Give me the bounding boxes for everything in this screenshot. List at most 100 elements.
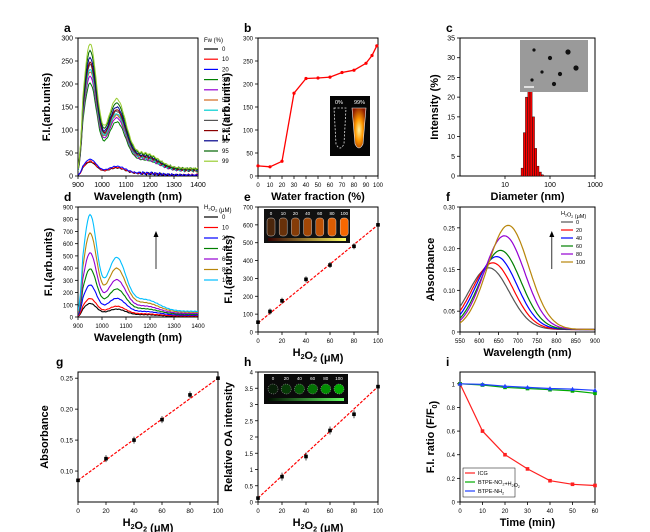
legend-label: 70 — [222, 118, 229, 124]
legend-label: 30 — [222, 78, 229, 84]
panel-label: i — [446, 355, 449, 369]
x-tick-label: 20 — [279, 509, 286, 515]
y-tick-label: 0 — [70, 316, 74, 322]
y-tick-label: 600 — [63, 242, 74, 248]
data-point — [376, 384, 380, 389]
nanoparticle — [573, 65, 579, 71]
panel-i: 0 10 20 30 40 50 60 0 0.2 0.4 0.6 0.8 1 Time (min) F.I… — [425, 355, 599, 529]
y-tick-label: 5 — [451, 154, 455, 161]
histogram-bar — [532, 116, 535, 177]
panel-label: b — [244, 21, 251, 35]
plot-frame — [77, 371, 219, 503]
panel-label: f — [446, 190, 451, 204]
x-tick-label: 1200 — [143, 324, 157, 330]
legend-label: 40 — [576, 236, 582, 242]
y-tick-label: 1.5 — [245, 452, 254, 458]
data-point — [304, 454, 308, 459]
data-point — [304, 277, 308, 282]
data-point — [160, 417, 164, 422]
histogram-bar — [541, 174, 544, 177]
x-tick-label: 1100 — [118, 182, 133, 189]
x-tick-label: 80 — [351, 339, 358, 345]
fit-line — [257, 386, 379, 499]
x-tick-label: 100 — [373, 509, 384, 515]
series-line — [78, 161, 198, 176]
x-tick-label: 40 — [303, 183, 310, 189]
nanoparticle — [547, 55, 553, 61]
data-point — [328, 263, 332, 267]
y-tick-label: 15 — [447, 114, 455, 121]
x-tick-label: 0 — [256, 509, 260, 515]
y-tick-label: 0 — [452, 331, 456, 337]
plot-frame — [257, 206, 379, 333]
x-axis-label: Diameter (nm) — [491, 191, 565, 203]
panel-label: a — [64, 21, 71, 35]
y-tick-label: 400 — [63, 267, 74, 273]
x-tick-label: 0 — [458, 509, 462, 515]
x-tick-label: 40 — [303, 339, 310, 345]
inset-label: 99% — [354, 100, 365, 106]
y-tick-label: 0.6 — [447, 430, 456, 436]
data-point — [570, 386, 575, 391]
nanoparticle — [557, 71, 563, 77]
well — [281, 383, 292, 395]
y-axis-label: Relative OA intensity — [223, 381, 235, 492]
data-point — [316, 76, 320, 80]
nanoparticle — [532, 48, 536, 52]
y-tick-label: 0.5 — [245, 484, 254, 490]
y-tick-label: 0 — [69, 174, 73, 181]
y-tick-label: 0.15 — [443, 268, 455, 274]
y-axis-label: F.I.(arb.units) — [221, 72, 233, 141]
legend-label: 100 — [576, 260, 585, 266]
legend-label: 20 — [222, 236, 229, 242]
y-tick-label: 900 — [63, 206, 74, 212]
data-point — [503, 452, 507, 457]
well — [294, 383, 305, 395]
panel-c: 10 100 1000 0 5 10 15 20 25 30 35 Diameter (nm) Inte… — [429, 21, 603, 203]
series-line — [257, 45, 378, 168]
data-point — [292, 91, 296, 95]
y-tick-label: 100 — [243, 313, 254, 319]
series-line — [78, 232, 198, 314]
x-tick-label: 100 — [544, 182, 556, 189]
data-point — [188, 393, 192, 397]
y-tick-label: 100 — [243, 129, 254, 135]
inset-label: 60 — [317, 211, 323, 216]
fit-line — [77, 377, 219, 481]
well — [291, 217, 300, 237]
series-line — [78, 43, 198, 171]
legend-label: 60 — [576, 244, 582, 250]
legend-label: BTPE-NH2 — [478, 489, 504, 495]
y-tick-label: 0 — [452, 501, 456, 507]
data-point — [104, 456, 108, 461]
legend-label: 10 — [222, 57, 229, 63]
data-point — [592, 387, 598, 393]
legend-label: 50 — [222, 98, 229, 104]
y-tick-label: 700 — [243, 206, 254, 212]
y-tick-label: 500 — [243, 241, 254, 247]
legend-label: 90 — [222, 139, 229, 145]
histogram-bar — [525, 96, 528, 177]
data-point — [352, 412, 356, 417]
y-tick-label: 250 — [243, 60, 254, 66]
x-axis-label: H2O2 (μM) — [123, 517, 174, 532]
x-tick-label: 1000 — [95, 324, 109, 330]
series-line — [460, 224, 595, 331]
x-tick-label: 550 — [455, 339, 466, 345]
data-point — [375, 44, 379, 48]
well — [320, 383, 331, 395]
panel-label: d — [64, 190, 71, 204]
inset-label: 40 — [305, 211, 311, 216]
inset-label: 10 — [281, 211, 287, 216]
inset-label: 20 — [293, 211, 299, 216]
data-point — [280, 298, 284, 303]
x-tick-label: 80 — [186, 508, 194, 515]
x-tick-label: 80 — [351, 509, 358, 515]
x-tick-label: 10 — [501, 182, 509, 189]
histogram-bar — [523, 132, 526, 177]
well — [327, 217, 337, 237]
y-tick-label: 30 — [447, 55, 455, 62]
x-tick-label: 1300 — [167, 324, 181, 330]
y-axis-label: Absorbance — [39, 405, 51, 469]
